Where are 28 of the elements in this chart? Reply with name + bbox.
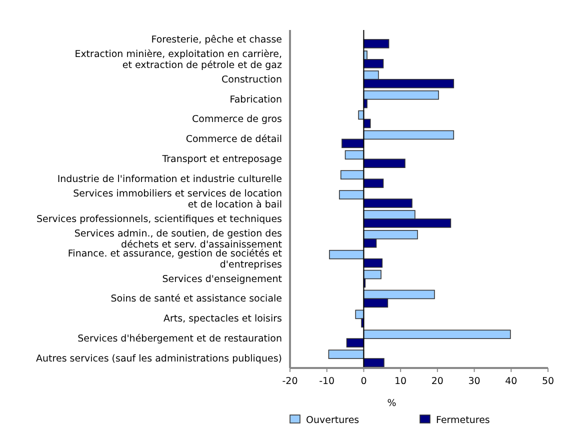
y-tick-label: Services professionnels, scientifiques et techniques [36,214,282,225]
y-tick-label: Soins de santé et assistance sociale [110,294,282,305]
x-axis-title: % [387,398,396,409]
x-tick-label: -10 [319,376,335,387]
y-tick-label: Extraction minière, exploitation en carrière, et extraction de pétrole et de gaz [74,48,282,71]
x-tick-label: 50 [542,376,554,387]
x-tick-label: 10 [394,376,407,387]
y-tick-label: Construction [222,74,282,86]
x-tick-label: 40 [505,376,518,387]
y-tick-label: Arts, spectacles et loisirs [163,314,282,325]
y-tick-label: Commerce de gros [192,114,282,126]
x-tick-label: -20 [282,376,298,387]
x-tick-label: 30 [468,376,480,387]
x-tick-label: 20 [431,376,444,387]
legend-label: Ouvertures [306,415,360,426]
y-tick-label: Services d'enseignement [162,274,282,285]
y-tick-label: Transport et entreposage [161,154,282,166]
x-tick-label: 0 [360,376,367,387]
y-tick-label: Fabrication [230,94,282,106]
y-tick-label: Commerce de détail [186,134,282,146]
y-tick-label: Autres services (sauf les administrations publiques) [36,354,282,365]
y-tick-label: Industrie de l'information et industrie culturelle [57,174,282,186]
bar [363,39,390,48]
y-tick-label: Services d'hébergement et de restauration [78,334,282,345]
y-tick-label: Services immobiliers et services de location et de location à bail [73,188,282,210]
legend-label: Fermetures [436,415,490,426]
y-tick-label: Finance. et assurance, gestion de sociétés et d'entreprises [68,248,282,270]
y-tick-label: Foresterie, pêche et chasse [151,34,282,46]
